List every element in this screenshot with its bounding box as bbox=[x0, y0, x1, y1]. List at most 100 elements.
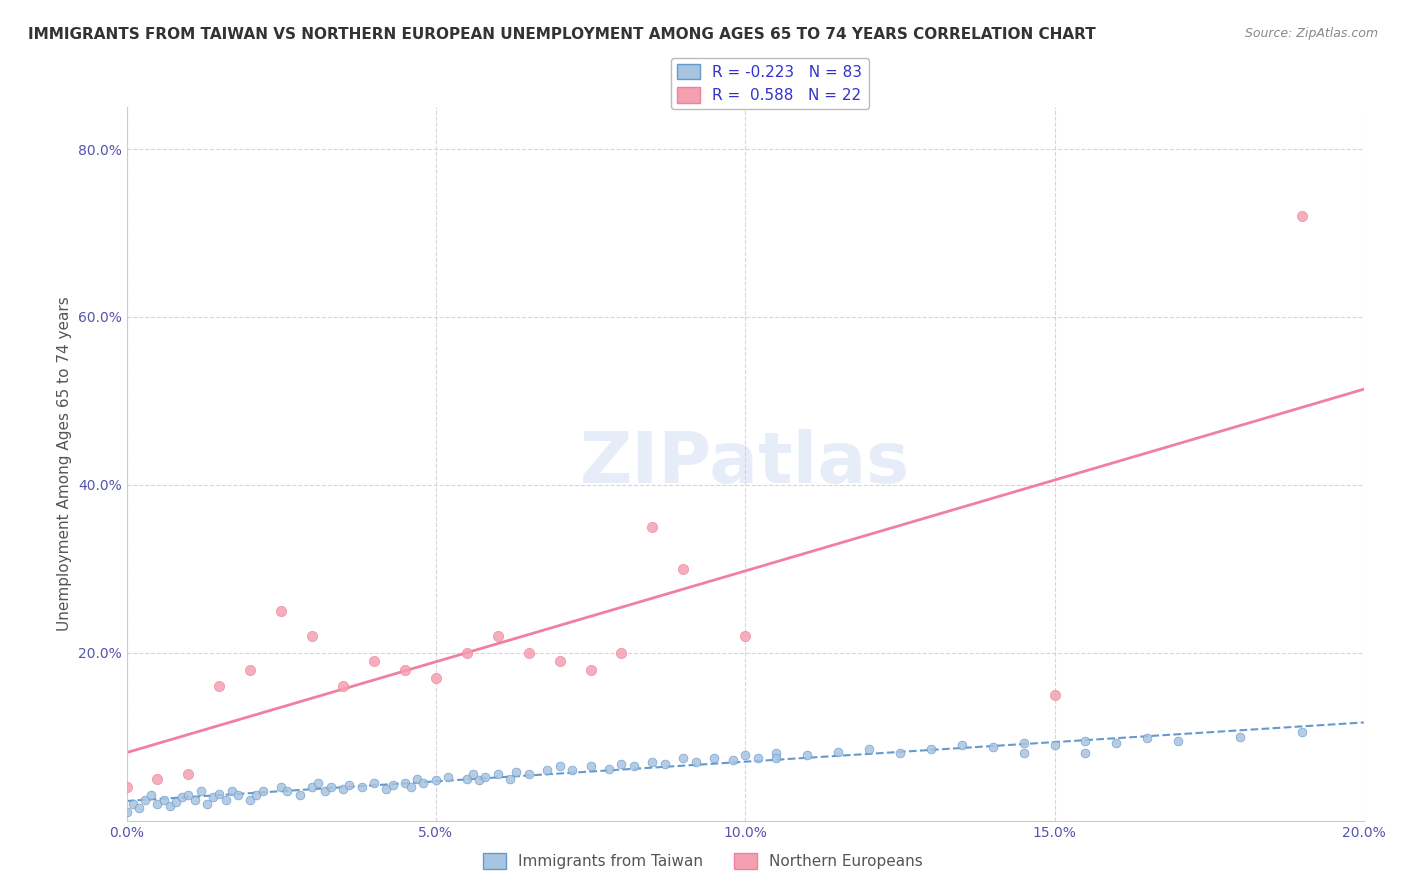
Point bbox=[672, 562, 695, 576]
Point bbox=[177, 767, 200, 781]
Point bbox=[981, 739, 1004, 754]
Point bbox=[734, 629, 756, 643]
Point bbox=[412, 776, 434, 790]
Point bbox=[623, 759, 645, 773]
Point bbox=[456, 772, 478, 786]
Point bbox=[1012, 747, 1035, 761]
Point bbox=[486, 767, 509, 781]
Point bbox=[252, 784, 274, 798]
Point bbox=[672, 750, 695, 764]
Point bbox=[765, 747, 787, 761]
Point bbox=[319, 780, 342, 794]
Point bbox=[332, 781, 354, 796]
Point bbox=[598, 762, 620, 776]
Point bbox=[517, 646, 540, 660]
Point bbox=[437, 770, 460, 784]
Point bbox=[301, 629, 323, 643]
Point bbox=[350, 780, 373, 794]
Point bbox=[1074, 747, 1097, 761]
Point bbox=[734, 748, 756, 763]
Point bbox=[1167, 734, 1189, 748]
Point bbox=[165, 795, 187, 809]
Text: IMMIGRANTS FROM TAIWAN VS NORTHERN EUROPEAN UNEMPLOYMENT AMONG AGES 65 TO 74 YEA: IMMIGRANTS FROM TAIWAN VS NORTHERN EUROP… bbox=[28, 27, 1095, 42]
Point bbox=[1043, 688, 1066, 702]
Point bbox=[610, 756, 633, 771]
Point bbox=[226, 789, 249, 803]
Point bbox=[536, 764, 558, 778]
Point bbox=[239, 792, 262, 806]
Point bbox=[1229, 730, 1251, 744]
Point bbox=[486, 629, 509, 643]
Point bbox=[399, 780, 422, 794]
Point bbox=[270, 604, 292, 618]
Point bbox=[474, 770, 496, 784]
Point bbox=[115, 805, 138, 820]
Point bbox=[548, 759, 571, 773]
Point bbox=[1136, 731, 1159, 746]
Point bbox=[456, 646, 478, 660]
Point bbox=[561, 764, 583, 778]
Point bbox=[134, 792, 156, 806]
Point bbox=[159, 798, 181, 813]
Point bbox=[337, 778, 360, 792]
Point bbox=[1074, 734, 1097, 748]
Legend: R = -0.223   N = 83, R =  0.588   N = 22: R = -0.223 N = 83, R = 0.588 N = 22 bbox=[671, 58, 869, 110]
Y-axis label: Unemployment Among Ages 65 to 74 years: Unemployment Among Ages 65 to 74 years bbox=[58, 296, 72, 632]
Legend: Immigrants from Taiwan, Northern Europeans: Immigrants from Taiwan, Northern Europea… bbox=[477, 847, 929, 875]
Point bbox=[288, 789, 311, 803]
Point bbox=[796, 748, 818, 763]
Point bbox=[177, 789, 200, 803]
Point bbox=[425, 773, 447, 788]
Point bbox=[208, 787, 231, 801]
Point bbox=[141, 789, 163, 803]
Point bbox=[221, 784, 243, 798]
Point bbox=[654, 756, 676, 771]
Point bbox=[425, 671, 447, 685]
Point bbox=[190, 784, 212, 798]
Text: Source: ZipAtlas.com: Source: ZipAtlas.com bbox=[1244, 27, 1378, 40]
Point bbox=[641, 520, 664, 534]
Point bbox=[146, 772, 169, 786]
Point bbox=[152, 792, 174, 806]
Point bbox=[548, 654, 571, 668]
Point bbox=[307, 776, 329, 790]
Point bbox=[128, 801, 150, 815]
Point bbox=[827, 745, 849, 759]
Point bbox=[517, 767, 540, 781]
Point bbox=[214, 792, 236, 806]
Point bbox=[208, 679, 231, 693]
Point bbox=[314, 784, 336, 798]
Point bbox=[245, 789, 267, 803]
Point bbox=[950, 738, 973, 752]
Point bbox=[239, 663, 262, 677]
Point bbox=[685, 755, 707, 769]
Point bbox=[1291, 725, 1313, 739]
Point bbox=[381, 778, 404, 792]
Point bbox=[1012, 736, 1035, 750]
Point bbox=[394, 776, 416, 790]
Point bbox=[270, 780, 292, 794]
Point bbox=[115, 780, 138, 794]
Point bbox=[202, 790, 225, 805]
Point bbox=[920, 742, 942, 756]
Point bbox=[721, 753, 744, 767]
Point bbox=[1105, 736, 1128, 750]
Point bbox=[747, 750, 769, 764]
Point bbox=[406, 772, 429, 786]
Point bbox=[703, 750, 725, 764]
Point bbox=[375, 781, 398, 796]
Point bbox=[276, 784, 298, 798]
Point bbox=[301, 780, 323, 794]
Point bbox=[858, 742, 880, 756]
Point bbox=[195, 797, 218, 811]
Point bbox=[1291, 209, 1313, 223]
Point bbox=[121, 797, 143, 811]
Point bbox=[332, 679, 354, 693]
Point bbox=[468, 773, 491, 788]
Point bbox=[641, 755, 664, 769]
Point bbox=[610, 646, 633, 660]
Point bbox=[363, 654, 385, 668]
Point bbox=[889, 747, 911, 761]
Point bbox=[146, 797, 169, 811]
Point bbox=[363, 776, 385, 790]
